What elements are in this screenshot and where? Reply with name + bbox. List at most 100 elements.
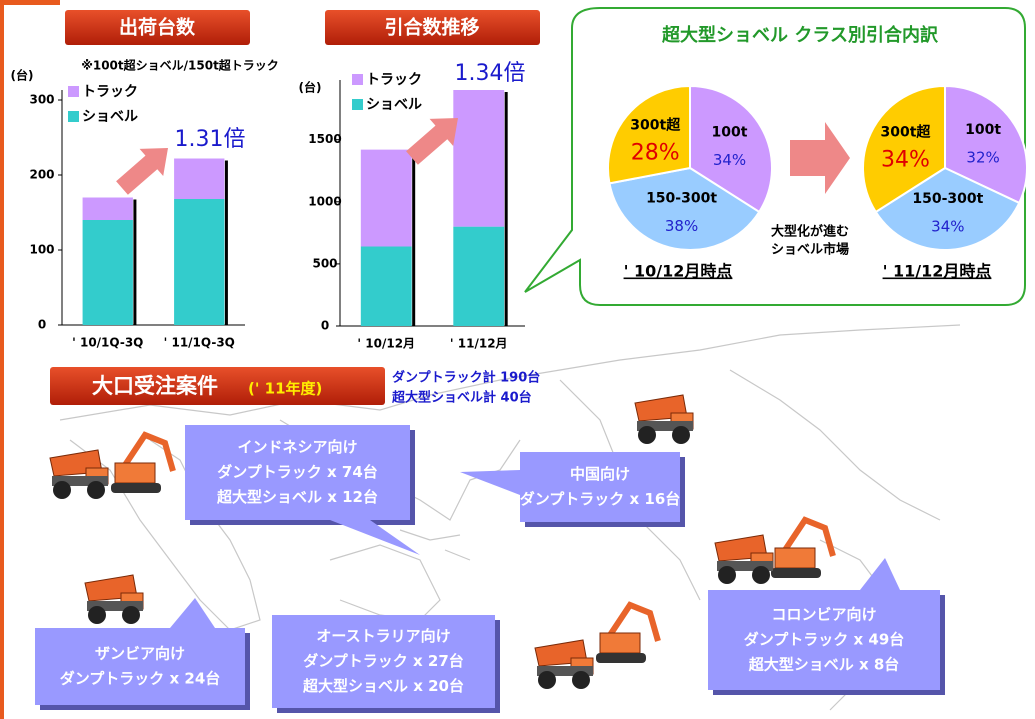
excavator: [596, 601, 661, 663]
excavator-arm: [607, 601, 661, 642]
orders-subtitle: (' 11年度): [248, 380, 322, 398]
y-tick-label: 300: [29, 93, 54, 107]
growth-arrow: [406, 118, 458, 165]
truck-frame: [717, 561, 773, 571]
wheel: [87, 481, 105, 499]
chart-note: ※100t超ショベル/150t超トラック: [81, 58, 279, 73]
callout-line: 超大型ショベル x 20台: [302, 677, 464, 695]
excavator-body: [774, 547, 816, 569]
growth-arrow: [116, 148, 168, 195]
bar-segment: [174, 158, 225, 199]
pie-caption: ' 11/12月時点: [883, 262, 992, 281]
bar-segment: [453, 90, 505, 227]
slice-value-label: 34%: [931, 218, 964, 236]
y-axis-label: (台): [11, 68, 34, 83]
excavator: [771, 516, 836, 578]
legend-label: トラック: [82, 84, 138, 100]
orders-header-box: [50, 367, 385, 405]
y-tick-label: 0: [38, 318, 46, 332]
chart-title: 出荷台数: [119, 16, 196, 39]
y-tick-label: 100: [29, 243, 54, 257]
slice-value-label: 38%: [665, 217, 698, 235]
truck-frame: [87, 601, 143, 611]
wheel: [122, 606, 140, 624]
wheel: [752, 566, 770, 584]
wheel: [538, 671, 556, 689]
bar-segment: [174, 199, 225, 325]
slice-name: 300t超: [630, 116, 681, 133]
slice-name: 100t: [712, 124, 748, 140]
legend-swatch: [68, 111, 79, 122]
slice-value-label: 32%: [966, 148, 999, 166]
callout-region: オーストラリア向け: [316, 627, 450, 645]
callout-box: [520, 452, 680, 522]
y-tick-label: 0: [321, 319, 329, 333]
pie-slice: [608, 166, 761, 251]
header-box: [325, 10, 540, 45]
callout-tail: [170, 598, 215, 628]
orders-total: ダンプトラック計 190台: [392, 370, 540, 386]
callout-line: ダンプトラック x 16台: [520, 490, 681, 508]
slice-value-label: 34%: [881, 147, 930, 172]
callout-line: 超大型ショベル x 12台: [216, 488, 378, 506]
legend-label: トラック: [366, 72, 422, 88]
orders-total: 超大型ショベル計 40台: [392, 390, 532, 406]
pie-note: ショベル市場: [771, 242, 849, 258]
legend-swatch: [352, 99, 363, 110]
excavator-arm: [122, 431, 176, 472]
excavator-track: [596, 653, 646, 663]
callout-line: 超大型ショベル x 8台: [748, 656, 900, 674]
truck-frame: [52, 476, 108, 486]
y-axis-label: (台): [299, 80, 322, 95]
callout-box: [185, 425, 410, 520]
callout-region: インドネシア向け: [237, 438, 357, 456]
callout-tail: [330, 520, 420, 555]
excavator-body: [599, 632, 641, 654]
top-stripe: [0, 0, 60, 5]
callout-region: コロンビア向け: [771, 606, 876, 624]
excavator: [111, 431, 176, 493]
left-stripe: [0, 0, 4, 719]
pie-caption: ' 10/12月時点: [624, 262, 733, 281]
pie-slice: [944, 84, 1028, 205]
pie-slice: [874, 166, 1021, 251]
callout-tail: [860, 558, 900, 590]
pie-note: 大型化が進む: [771, 224, 849, 240]
growth-annotation: 1.34倍: [455, 61, 526, 86]
excavator-track: [111, 483, 161, 493]
callout-line: ダンプトラック x 74台: [217, 463, 378, 481]
wheel: [672, 426, 690, 444]
dump-truck: [49, 449, 109, 499]
pie-arrow: [790, 122, 850, 194]
slice-name: 100t: [965, 122, 1001, 138]
legend-label: ショベル: [82, 109, 138, 125]
bar-segment: [360, 149, 412, 247]
callout-box: [272, 615, 495, 708]
x-tick-label: ' 10/1Q-3Q: [72, 336, 143, 350]
truck-frame: [637, 421, 693, 431]
dump-truck: [714, 534, 774, 584]
slice-value-label: 28%: [631, 140, 680, 165]
pie-slice: [862, 84, 946, 214]
wheel: [53, 481, 71, 499]
bar-segment: [360, 246, 412, 326]
x-tick-label: ' 11/1Q-3Q: [164, 336, 235, 350]
excavator-arm: [782, 516, 836, 557]
growth-annotation: 1.31倍: [175, 127, 246, 152]
y-tick-label: 1000: [308, 194, 341, 208]
x-tick-label: ' 11/12月: [450, 337, 508, 351]
legend-label: ショベル: [366, 97, 422, 113]
y-tick-label: 200: [29, 168, 54, 182]
legend-swatch: [68, 86, 79, 97]
legend-swatch: [352, 74, 363, 85]
dump-truck: [634, 394, 694, 444]
callout-box: [708, 590, 940, 690]
header-box: [65, 10, 250, 45]
bar-segment: [82, 197, 133, 220]
wheel: [572, 671, 590, 689]
bar-segment: [82, 220, 133, 325]
x-tick-label: ' 10/12月: [357, 337, 415, 351]
callout-line: ダンプトラック x 27台: [303, 652, 464, 670]
dump-truck: [84, 574, 144, 624]
